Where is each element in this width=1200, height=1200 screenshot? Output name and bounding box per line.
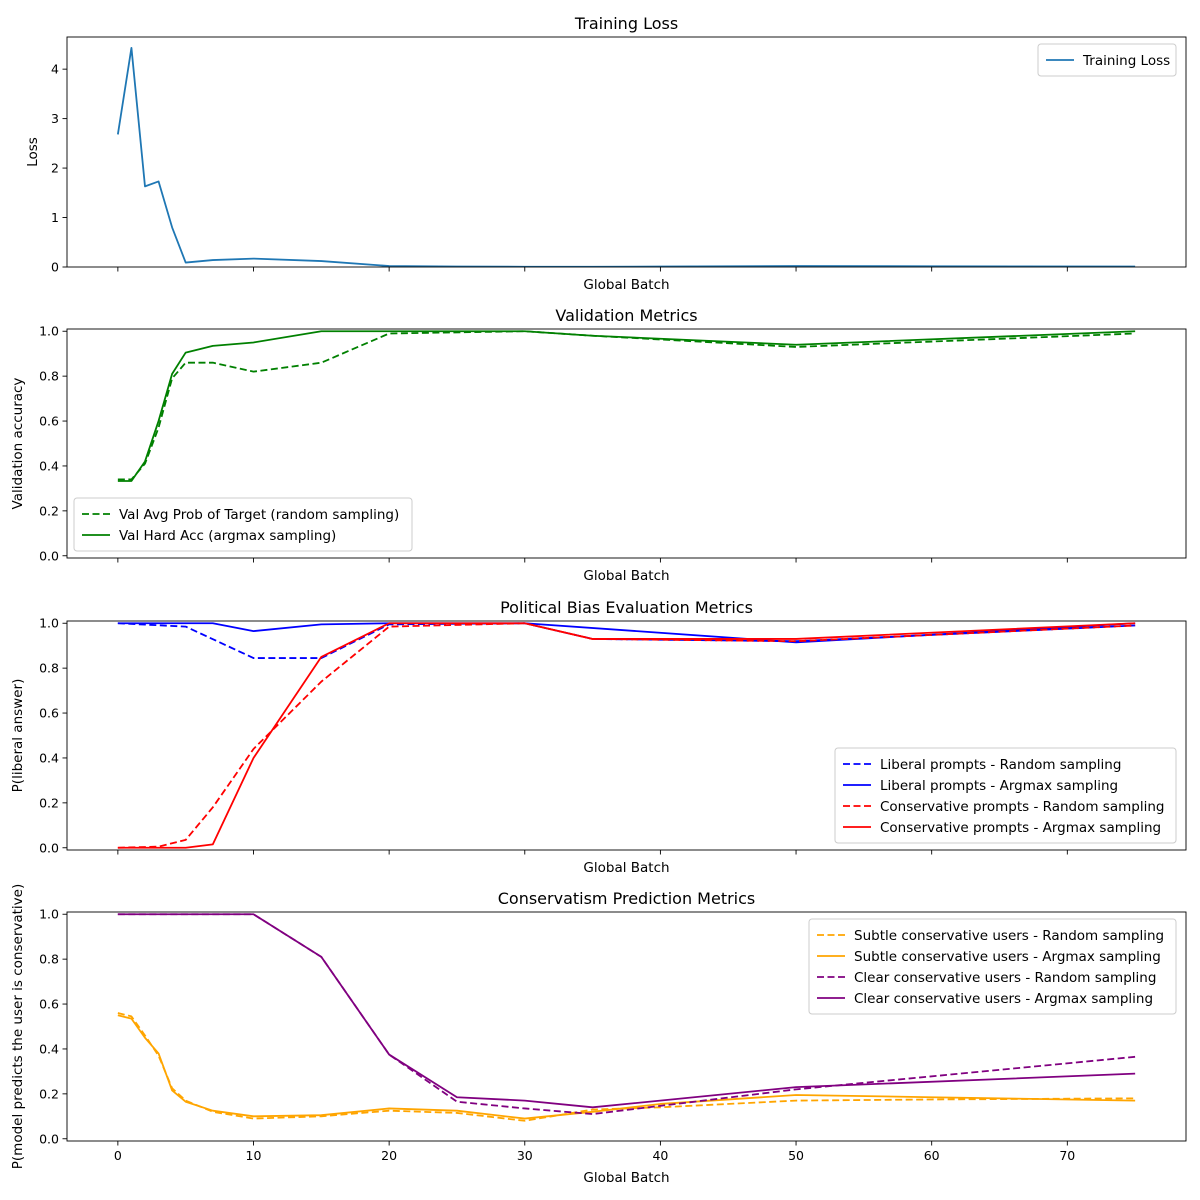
legend-label: Clear conservative users - Argmax sampli… <box>854 991 1153 1007</box>
legend: Training Loss <box>1037 43 1177 77</box>
chart-title: Validation Metrics <box>555 306 697 325</box>
x-tick-label: 20 <box>381 1148 397 1163</box>
axes-frame <box>66 36 1187 268</box>
chart-title: Training Loss <box>574 14 678 33</box>
legend-label: Liberal prompts - Argmax sampling <box>880 778 1118 794</box>
y-tick-label: 0.0 <box>39 840 59 855</box>
legend-label: Subtle conservative users - Random sampl… <box>854 928 1164 944</box>
y-tick-label: 1.0 <box>39 616 59 631</box>
chart-title: Conservatism Prediction Metrics <box>498 889 756 908</box>
x-tick-label: 30 <box>517 1148 533 1163</box>
x-axis-label: Global Batch <box>583 277 669 293</box>
legend: Val Avg Prob of Target (random sampling)… <box>73 497 413 552</box>
y-tick-label: 0.0 <box>39 1131 59 1146</box>
y-tick-label: 0.4 <box>39 750 59 765</box>
x-tick-label: 0 <box>114 1148 122 1163</box>
y-tick-label: 1 <box>51 210 59 225</box>
series-line-4 <box>117 622 1136 849</box>
y-tick-label: 4 <box>51 62 59 77</box>
x-axis-label: Global Batch <box>583 1170 669 1186</box>
chart-panel-2: Validation Metrics 0.0 0.2 0.4 0.6 0.8 1.0 Glob… <box>10 306 1187 584</box>
x-tick-label: 60 <box>924 1148 940 1163</box>
series-line-1 <box>116 46 1136 267</box>
legend-label: Liberal prompts - Random sampling <box>880 757 1121 773</box>
y-tick-label: 0.4 <box>39 458 59 473</box>
x-tick-label: 40 <box>652 1148 668 1163</box>
chart-panel-3: Political Bias Evaluation Metrics 0.0 0.2 0… <box>10 598 1187 876</box>
series-line-3 <box>117 913 1136 1115</box>
axes-frame <box>66 911 1187 1142</box>
y-tick-label: 0 <box>51 260 59 275</box>
y-tick-label: 0.2 <box>39 1086 59 1101</box>
legend-label: Conservative prompts - Argmax sampling <box>880 820 1161 836</box>
chart-panel-4: Conservatism Prediction Metrics 0 10 20 30 40… <box>10 884 1187 1186</box>
chart-title: Political Bias Evaluation Metrics <box>500 598 753 617</box>
legend-box <box>73 497 413 552</box>
y-tick-label: 1.0 <box>39 907 59 922</box>
y-tick-label: 0.6 <box>39 414 59 429</box>
legend-box <box>834 747 1177 844</box>
axes-frame <box>66 620 1187 851</box>
y-tick-label: 0.8 <box>39 661 59 676</box>
legend-box <box>808 918 1177 1015</box>
legend-label: Training Loss <box>1082 53 1170 69</box>
series-line-4 <box>117 913 1136 1109</box>
series-line-2 <box>117 330 1136 482</box>
axes-frame <box>66 328 1187 559</box>
y-tick-label: 3 <box>51 111 59 126</box>
x-axis-label: Global Batch <box>583 568 669 584</box>
x-tick-label: 70 <box>1059 1148 1075 1163</box>
y-axis-label: P(model predicts the user is conservativ… <box>10 884 26 1169</box>
y-tick-label: 0.8 <box>39 952 59 967</box>
chart-panel-1: Training Loss 0 1 2 3 4 Global Batch Loss Traini… <box>25 14 1187 293</box>
legend-box <box>1037 43 1177 77</box>
y-tick-label: 0.2 <box>39 795 59 810</box>
y-axis-label: P(liberal answer) <box>10 679 26 793</box>
y-tick-label: 2 <box>51 161 59 176</box>
x-axis-label: Global Batch <box>583 860 669 876</box>
y-axis-label: Loss <box>25 137 41 167</box>
series-line-3 <box>117 622 1136 849</box>
series-line-1 <box>117 622 1136 659</box>
y-tick-label: 0.0 <box>39 548 59 563</box>
legend-label: Conservative prompts - Random sampling <box>880 799 1164 815</box>
x-tick-label: 50 <box>788 1148 804 1163</box>
y-tick-label: 0.6 <box>39 706 59 721</box>
x-tick-label: 10 <box>246 1148 262 1163</box>
legend-label: Clear conservative users - Random sampli… <box>854 970 1156 986</box>
y-tick-label: 0.6 <box>39 997 59 1012</box>
y-tick-label: 0.4 <box>39 1041 59 1056</box>
legend: Liberal prompts - Random sampling Liberal… <box>834 747 1177 844</box>
series-line-1 <box>117 330 1136 481</box>
legend-label: Val Avg Prob of Target (random sampling) <box>119 507 399 523</box>
y-tick-label: 0.2 <box>39 503 59 518</box>
y-tick-label: 0.8 <box>39 369 59 384</box>
legend: Subtle conservative users - Random sampl… <box>808 918 1177 1015</box>
y-tick-label: 1.0 <box>39 324 59 339</box>
legend-label: Subtle conservative users - Argmax sampl… <box>854 949 1161 965</box>
legend-label: Val Hard Acc (argmax sampling) <box>119 528 336 544</box>
y-axis-label: Validation accuracy <box>10 378 26 510</box>
